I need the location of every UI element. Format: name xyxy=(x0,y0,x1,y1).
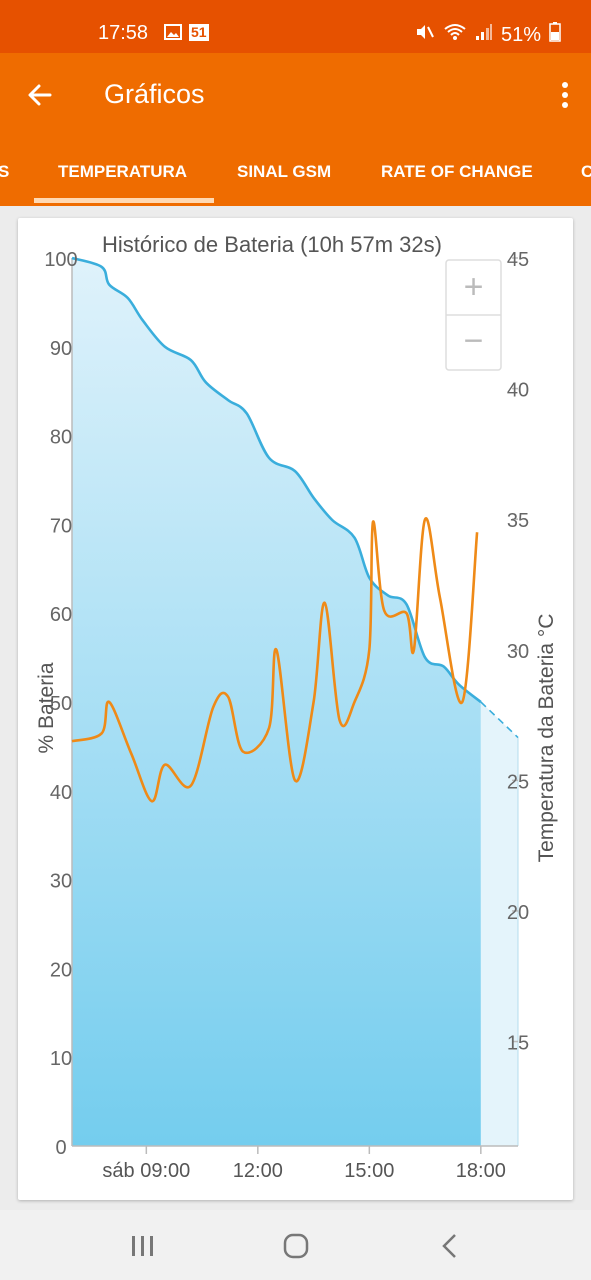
chart-title: Histórico de Bateria (10h 57m 32s) xyxy=(102,232,442,257)
y-tick-label: 100 xyxy=(44,249,77,271)
tab-sinal-gsm[interactable]: SINAL GSM xyxy=(237,162,332,181)
chart-card: 0 10 20 30 40 50 60 70 80 90 100 15 20 25 30 35 40 45 sáb … xyxy=(18,218,573,1200)
wifi-icon xyxy=(443,23,467,47)
y2-tick-label: 25 xyxy=(507,771,529,793)
battery-area xyxy=(72,258,481,1146)
system-nav-bar xyxy=(0,1210,591,1280)
x-tick-label: 15:00 xyxy=(344,1160,394,1182)
y2-axis-label: Temperatura da Bateria °C xyxy=(535,614,558,863)
y-tick-label: 20 xyxy=(50,959,72,981)
app-bar: Gráficos xyxy=(0,53,591,138)
notification-badge: 51 xyxy=(189,24,209,41)
tab-temperatura[interactable]: TEMPERATURA xyxy=(58,162,188,181)
status-right-icons: 51% xyxy=(415,22,561,48)
home-icon[interactable] xyxy=(276,1232,316,1262)
y-tick-label: 70 xyxy=(50,515,72,537)
tab-rate-of-change[interactable]: RATE OF CHANGE xyxy=(381,162,533,181)
y2-tick-label: 45 xyxy=(507,249,529,271)
y-tick-label: 90 xyxy=(50,338,72,360)
battery-projection-line xyxy=(480,701,519,739)
y-tick-label: 30 xyxy=(50,871,72,893)
zoom-in-button[interactable]: + xyxy=(464,268,484,306)
y2-tick-label: 30 xyxy=(507,641,529,663)
y2-tick-label: 20 xyxy=(507,902,529,924)
status-time: 17:58 xyxy=(98,22,149,44)
tab-bar: S TEMPERATURA SINAL GSM RATE OF CHANGE C xyxy=(0,138,591,206)
y-tick-label: 80 xyxy=(50,427,72,449)
mute-icon xyxy=(415,23,435,47)
status-bar: 17:58 51 51% xyxy=(0,0,591,53)
more-vert-icon[interactable] xyxy=(543,79,573,111)
zoom-control: + − xyxy=(445,259,502,371)
gallery-notification-icon xyxy=(164,23,182,46)
arrow-left-icon[interactable] xyxy=(24,79,56,111)
recent-apps-icon[interactable] xyxy=(122,1232,162,1262)
y-axis-label: % Bateria xyxy=(35,662,58,753)
battery-icon xyxy=(549,22,561,48)
temperature-line xyxy=(71,517,479,803)
tab-selected-indicator xyxy=(34,198,214,203)
y-tick-label: 0 xyxy=(55,1137,66,1159)
y-tick-label: 10 xyxy=(50,1048,72,1070)
x-tick-label: 12:00 xyxy=(233,1160,283,1182)
tab-partial-right[interactable]: C xyxy=(581,162,591,181)
projection-area xyxy=(480,702,518,1146)
x-tick-label: 18:00 xyxy=(456,1160,506,1182)
y-tick-label: 40 xyxy=(50,782,72,804)
y2-tick-label: 15 xyxy=(507,1033,529,1055)
page-title: Gráficos xyxy=(104,79,205,109)
plot-area: 0 10 20 30 40 50 60 70 80 90 100 15 20 25 30 35 40 45 sáb … xyxy=(44,249,529,1182)
y2-tick-label: 40 xyxy=(507,380,529,402)
x-tick-label: sáb 09:00 xyxy=(102,1160,190,1182)
y-tick-label: 60 xyxy=(50,604,72,626)
zoom-out-button[interactable]: − xyxy=(464,322,484,360)
tab-partial-left[interactable]: S xyxy=(0,162,10,181)
signal-icon xyxy=(475,23,493,47)
y-tick-label: 50 xyxy=(50,693,72,715)
battery-history-chart[interactable]: 0 10 20 30 40 50 60 70 80 90 100 15 20 25 30 35 40 45 sáb … xyxy=(18,218,573,1200)
battery-percent: 51% xyxy=(500,23,541,46)
y2-tick-label: 35 xyxy=(507,510,529,532)
back-icon[interactable] xyxy=(430,1232,470,1262)
